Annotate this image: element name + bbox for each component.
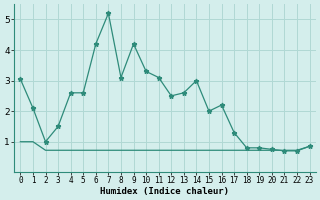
X-axis label: Humidex (Indice chaleur): Humidex (Indice chaleur) (100, 187, 229, 196)
